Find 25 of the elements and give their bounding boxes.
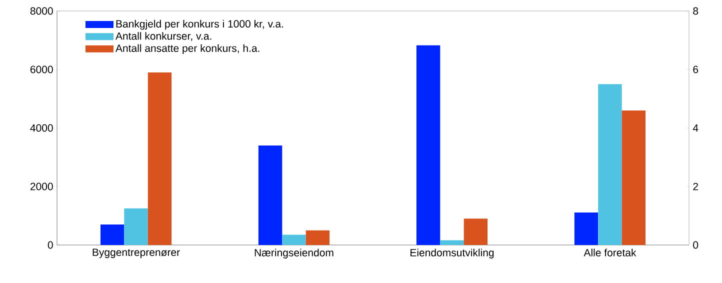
bar: [416, 45, 440, 245]
y-tick-label: 6000: [30, 66, 53, 74]
bar: [124, 208, 148, 245]
bar: [574, 212, 598, 245]
x-tick-label: Byggentreprenører: [92, 248, 180, 258]
y-tick-label: 0: [48, 241, 53, 249]
y2-tick-label: 8: [693, 7, 698, 15]
bar: [464, 218, 488, 245]
legend-label: Antall ansatte per konkurs, h.a.: [116, 44, 260, 54]
legend-label: Antall konkurser, v.a.: [116, 32, 212, 42]
y2-tick-label: 2: [693, 182, 698, 190]
x-tick-label: Alle foretak: [584, 248, 636, 256]
x-tick-label: Eiendomsutvikling: [410, 248, 494, 258]
y-tick-label: 4000: [30, 124, 53, 132]
y-tick-label: 2000: [30, 182, 53, 190]
bar: [148, 72, 172, 245]
bar: [258, 146, 282, 245]
bar: [440, 240, 464, 245]
y2-tick-label: 0: [693, 241, 698, 249]
y2-tick-label: 6: [693, 66, 698, 74]
y2-tick-label: 4: [692, 124, 698, 132]
bar: [100, 224, 124, 245]
y-tick-label: 8000: [30, 7, 53, 15]
x-tick-label: Næringseiendom: [254, 248, 334, 258]
legend-label: Bankgjeld per konkurs i 1000 kr, v.a.: [116, 20, 283, 30]
